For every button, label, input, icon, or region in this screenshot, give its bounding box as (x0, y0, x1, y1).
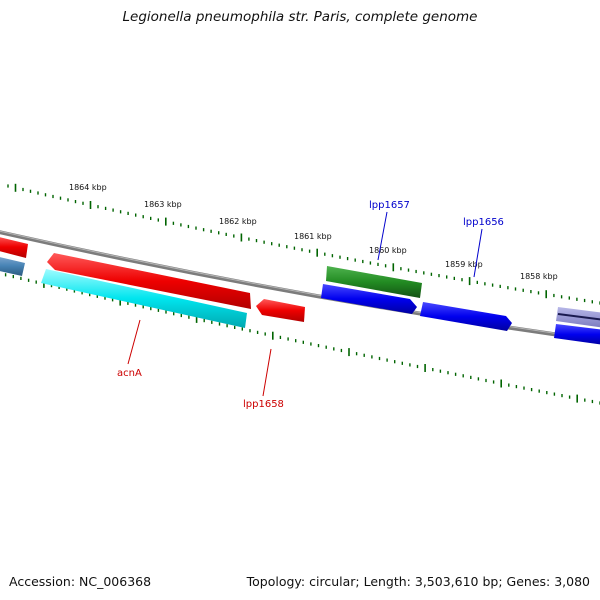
feature-green-gene (326, 266, 422, 298)
tick-label-1858: 1858 kbp (520, 272, 558, 281)
gene-label-acnA: acnA (117, 368, 142, 379)
tick-label-1863: 1863 kbp (144, 200, 182, 209)
tick-label-1859: 1859 kbp (445, 260, 483, 269)
tick-label-1862: 1862 kbp (219, 217, 257, 226)
scale-labels: 1864 kbp 1863 kbp 1862 kbp 1861 kbp 1860… (69, 183, 558, 281)
feature-blue-edge-right (554, 324, 600, 345)
leader-lpp1657 (377, 211, 388, 261)
leader-acnA (127, 319, 141, 365)
accession-label: Accession: NC_006368 (9, 574, 152, 589)
gene-lpp1657-arrow (321, 284, 417, 314)
genome-summary: Topology: circular; Length: 3,503,610 bp… (246, 574, 590, 589)
gene-lpp1656-arrow (420, 302, 512, 331)
feature-reverse-cds-edge-left (0, 237, 28, 258)
outer-scale-ticks (7, 183, 600, 305)
tick-label-1860: 1860 kbp (369, 246, 407, 255)
feature-misc-edge-left (0, 257, 25, 276)
tick-label-1864: 1864 kbp (69, 183, 107, 192)
leader-lpp1658 (262, 348, 272, 397)
genome-backbone (0, 230, 600, 343)
gene-lpp1658-arrow (256, 299, 305, 322)
leader-lpp1656 (473, 228, 483, 278)
gene-label-lpp1658: lpp1658 (243, 399, 284, 410)
genome-backbone-highlight (0, 230, 600, 341)
feature-cyan-arrow (41, 269, 247, 328)
gene-label-lpp1657: lpp1657 (369, 200, 410, 211)
gene-acnA-arrow (47, 253, 251, 309)
feature-purple-stripe (557, 313, 600, 321)
gene-label-lpp1656: lpp1656 (463, 217, 504, 228)
map-title: Legionella pneumophila str. Paris, compl… (122, 9, 478, 25)
tick-label-1861: 1861 kbp (294, 232, 332, 241)
